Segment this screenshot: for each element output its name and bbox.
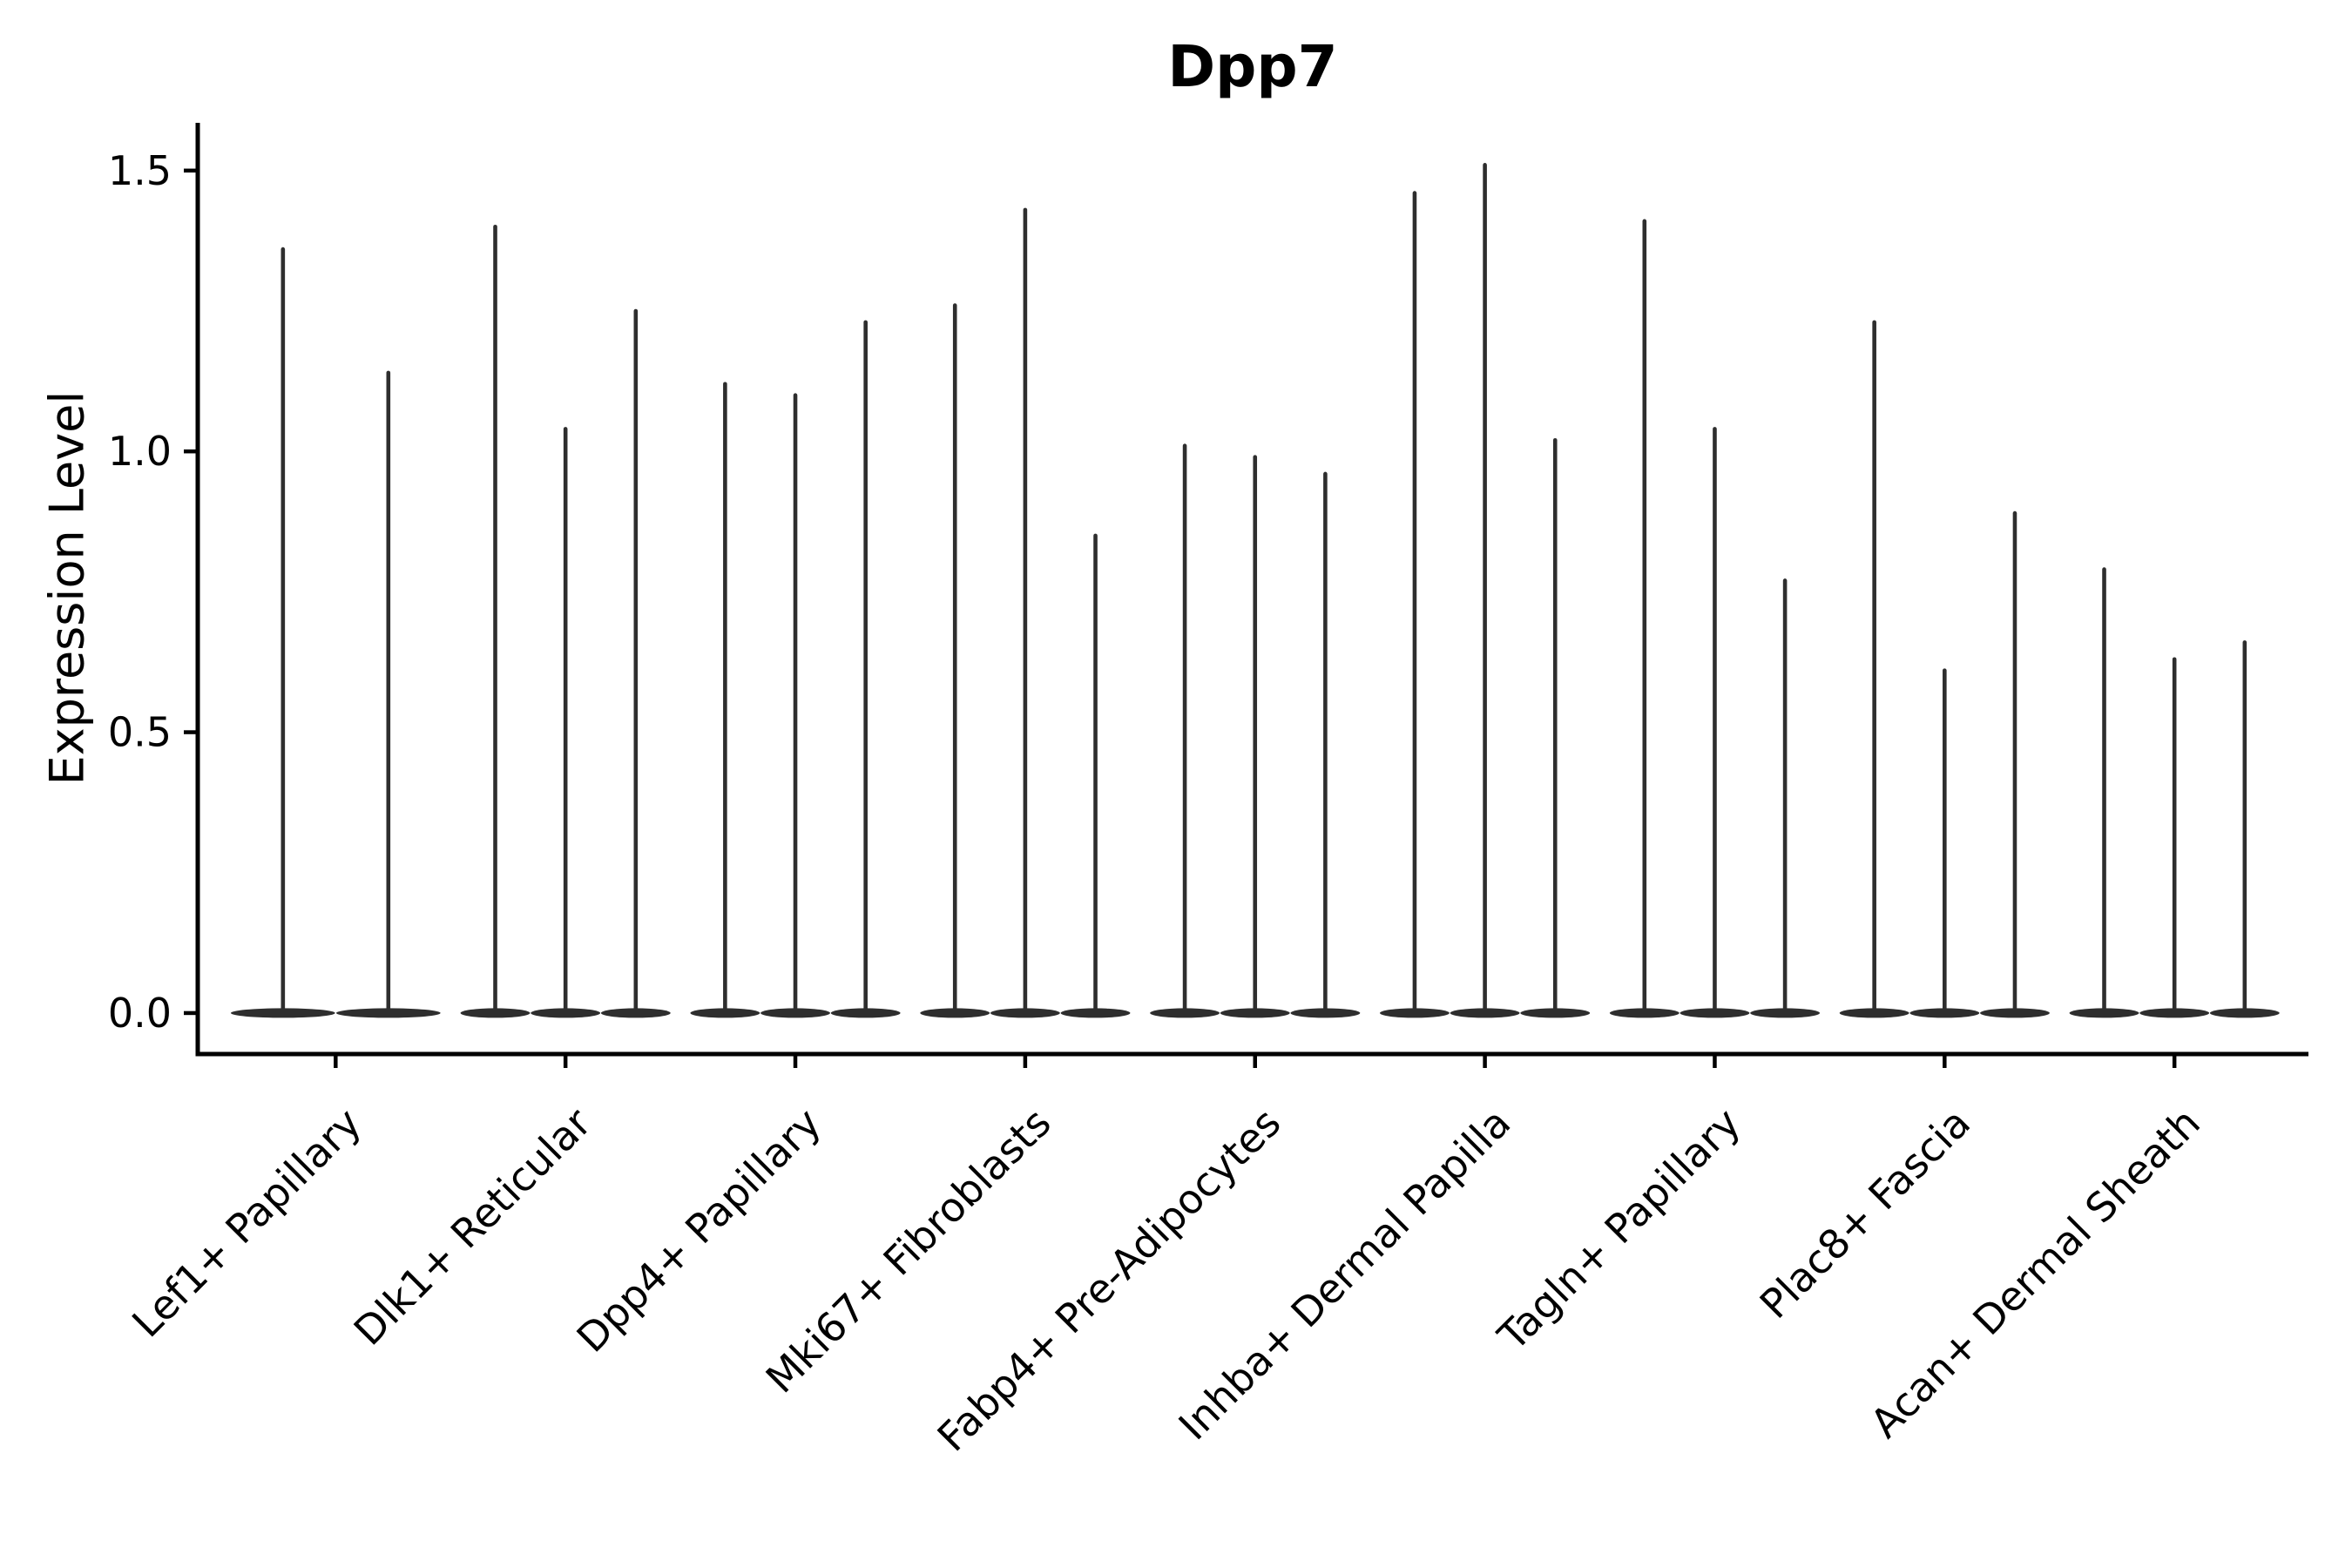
violin-base	[1150, 1008, 1220, 1018]
violin-base	[335, 1008, 441, 1018]
x-tick-label: Tagln+ Papillary	[1489, 1099, 1750, 1361]
violin-base	[1609, 1008, 1680, 1018]
y-tick-label: 1.0	[108, 428, 172, 475]
violin-base	[830, 1008, 901, 1018]
violin-base	[1750, 1008, 1821, 1018]
y-tick-label: 0.0	[108, 990, 172, 1037]
violin-base	[760, 1008, 830, 1018]
violin-base	[1839, 1008, 1909, 1018]
violin-base	[690, 1008, 760, 1018]
violin-base	[531, 1008, 601, 1018]
y-tick-label: 0.5	[108, 709, 172, 756]
x-tick-label: Plac8+ Fascia	[1751, 1099, 1979, 1328]
violin-base	[1980, 1008, 2050, 1018]
chart-title: Dpp7	[1167, 33, 1338, 100]
x-tick-label: Dpp4+ Papillary	[568, 1099, 830, 1362]
violin-base	[2139, 1008, 2210, 1018]
violin-base	[230, 1008, 335, 1018]
violin-base	[1450, 1008, 1520, 1018]
violin-base	[460, 1008, 531, 1018]
violin-base	[1380, 1008, 1450, 1018]
violin-base	[1060, 1008, 1131, 1018]
violin-base	[1909, 1008, 1980, 1018]
y-tick-label: 1.5	[108, 147, 172, 194]
violin-base	[2209, 1008, 2280, 1018]
violin-base	[600, 1008, 671, 1018]
violin-base	[2069, 1008, 2139, 1018]
x-tick-label: Lef1+ Papillary	[123, 1099, 370, 1347]
violin-base	[990, 1008, 1060, 1018]
violin-base	[1680, 1008, 1750, 1018]
violin-base	[1290, 1008, 1361, 1018]
violin-base	[920, 1008, 990, 1018]
violin-base	[1220, 1008, 1290, 1018]
x-tick-label: Dlk1+ Reticular	[345, 1099, 600, 1355]
violin-base	[1520, 1008, 1591, 1018]
